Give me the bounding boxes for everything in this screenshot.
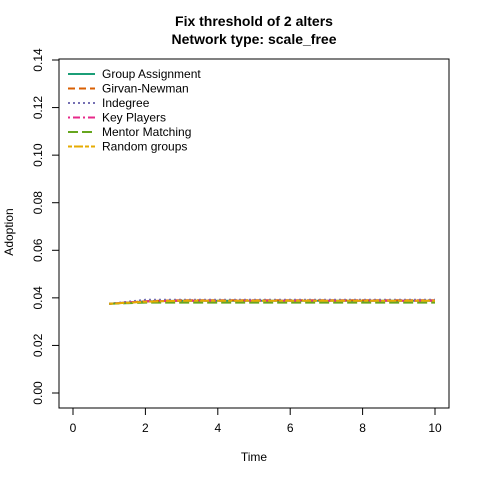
series-line-mentor-matching	[109, 301, 435, 305]
y-tick-label: 0.04	[31, 286, 45, 310]
legend: Group AssignmentGirvan-NewmanIndegreeKey…	[68, 67, 201, 154]
x-tick-label: 4	[214, 421, 221, 435]
y-tick-label: 0.02	[31, 333, 45, 357]
y-tick-label: 0.06	[31, 238, 45, 262]
axes: 0 2 4 6 8 10 0.00 0.02 0.04 0.06 0.08 0.10 0.12 0.14	[31, 48, 442, 435]
y-tick-label: 0.08	[31, 191, 45, 215]
x-tick-label: 6	[287, 421, 294, 435]
y-tick-label: 0.00	[31, 381, 45, 405]
y-tick-label: 0.10	[31, 143, 45, 167]
series-line-random-groups	[109, 299, 435, 305]
legend-label: Mentor Matching	[102, 125, 191, 139]
chart-subtitle: Network type: scale_free	[172, 31, 337, 47]
x-axis-label: Time	[241, 450, 268, 464]
legend-label: Key Players	[102, 111, 166, 125]
x-tick-label: 8	[359, 421, 366, 435]
y-tick-label: 0.12	[31, 96, 45, 120]
chart-title: Fix threshold of 2 alters	[175, 13, 333, 29]
x-tick-label: 0	[70, 421, 77, 435]
x-tick-label: 2	[142, 421, 149, 435]
legend-label: Girvan-Newman	[102, 82, 189, 96]
legend-label: Group Assignment	[102, 67, 201, 81]
x-tick-label: 10	[428, 421, 442, 435]
legend-label: Random groups	[102, 140, 187, 154]
y-axis-label: Adoption	[2, 208, 16, 255]
series-layer	[109, 298, 435, 305]
y-tick-label: 0.14	[31, 48, 45, 72]
legend-label: Indegree	[102, 96, 150, 110]
